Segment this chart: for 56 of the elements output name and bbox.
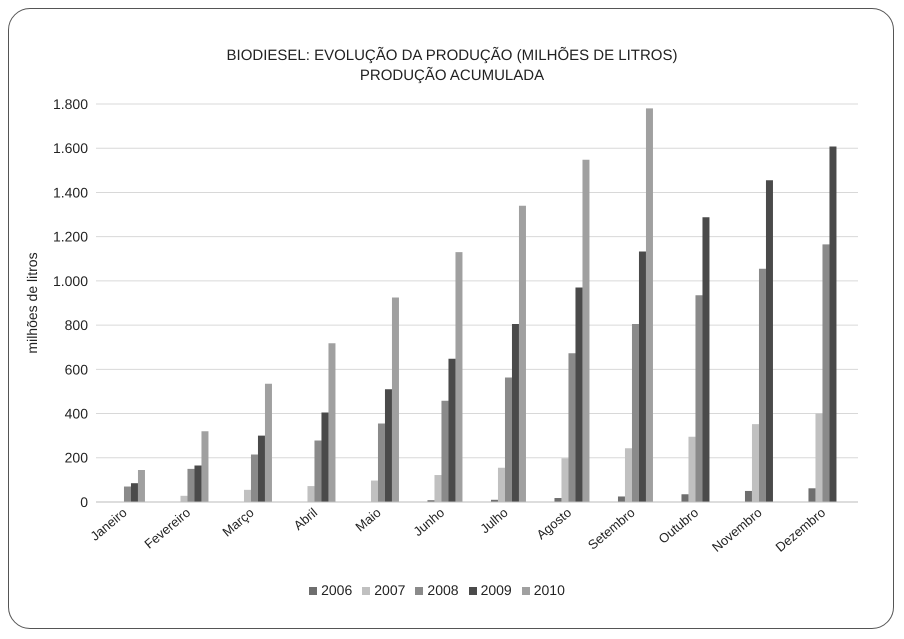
bar <box>829 146 836 502</box>
bar <box>187 468 194 502</box>
bar <box>124 486 131 502</box>
y-tick-label: 1.400 <box>52 184 88 200</box>
bar <box>138 470 145 502</box>
x-tick-label: Maio <box>352 504 384 534</box>
y-tick-label: 400 <box>64 406 88 422</box>
y-tick-label: 600 <box>64 361 88 378</box>
legend-label: 2007 <box>374 582 406 598</box>
bar <box>681 494 688 502</box>
bar <box>455 252 462 502</box>
y-tick-label: 200 <box>64 450 88 466</box>
y-axis-title: milhões de litros <box>24 252 40 354</box>
bar <box>618 496 625 502</box>
y-tick-label: 1.800 <box>52 96 88 112</box>
bar <box>384 389 392 502</box>
y-tick-label: 0 <box>80 494 88 510</box>
bar <box>314 440 322 502</box>
legend-label: 2008 <box>427 582 459 598</box>
y-tick-label: 1.000 <box>52 272 88 289</box>
y-tick-label: 1.200 <box>52 228 88 245</box>
bar <box>766 180 773 502</box>
chart-subtitle: PRODUÇÃO ACUMULADA <box>358 66 546 86</box>
bar <box>695 295 702 502</box>
bar <box>130 483 138 502</box>
bar <box>632 324 639 502</box>
bar <box>201 431 208 502</box>
bar <box>250 454 258 502</box>
bar <box>378 424 385 502</box>
bar <box>758 268 766 502</box>
bar <box>194 466 202 502</box>
bar <box>518 206 526 502</box>
bar <box>328 343 336 502</box>
bar <box>582 160 590 502</box>
bar <box>822 244 830 502</box>
chart-title: BIODIESEL: EVOLUÇÃO DA PRODUÇÃO (MILHÕES DE LITROS) <box>226 46 678 66</box>
bar <box>258 436 265 502</box>
bar <box>392 297 399 502</box>
bar <box>321 412 328 502</box>
bar <box>504 378 512 502</box>
bar <box>575 288 582 502</box>
bar <box>512 324 519 502</box>
bar <box>646 108 653 502</box>
legend-label: 2010 <box>534 582 565 598</box>
bar <box>264 384 272 502</box>
bar <box>744 490 752 502</box>
y-tick-label: 1.600 <box>52 140 88 156</box>
bar <box>441 400 448 502</box>
legend-label: 2009 <box>480 582 512 598</box>
y-tick-label: 800 <box>64 317 88 334</box>
bar <box>638 251 646 502</box>
bar <box>808 488 816 502</box>
bar <box>448 358 456 502</box>
bar <box>568 353 576 502</box>
bar <box>702 217 710 502</box>
legend-label: 2006 <box>321 582 352 598</box>
